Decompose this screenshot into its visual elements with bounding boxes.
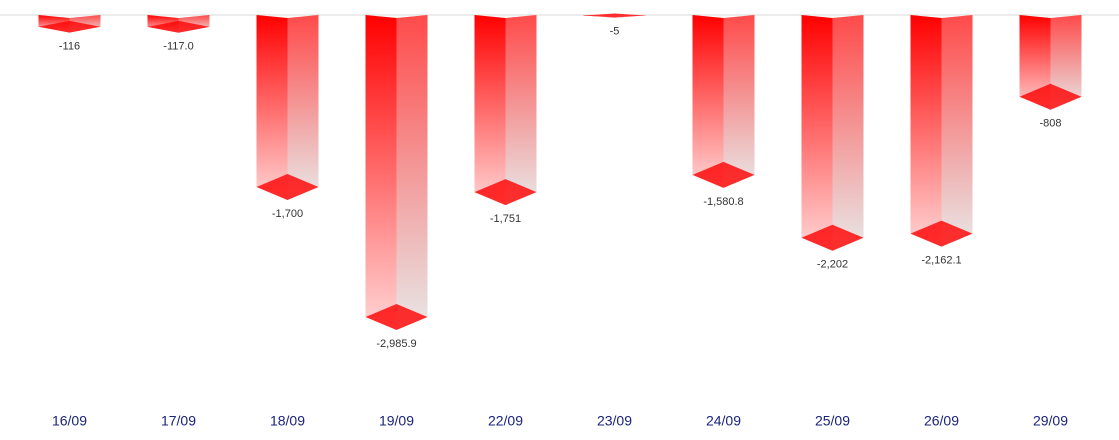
- bar-bottom: [801, 224, 864, 251]
- bar-bottom: [474, 179, 537, 206]
- bar: [801, 15, 864, 251]
- bar-front: [801, 15, 833, 251]
- bar: [38, 15, 101, 33]
- bar-bottom: [692, 161, 755, 188]
- bar-bottom: [147, 20, 210, 33]
- bar-bottom: [256, 173, 319, 200]
- bar: [910, 15, 973, 247]
- bar-front: [474, 15, 506, 206]
- bar: [474, 15, 537, 206]
- bar-side: [396, 15, 428, 331]
- x-tick-label: 16/09: [52, 413, 87, 429]
- x-tick-label: 25/09: [815, 413, 850, 429]
- bar-bottom: [365, 304, 428, 331]
- x-tick-label: 19/09: [379, 413, 414, 429]
- value-label: -5: [610, 25, 620, 37]
- bar-front: [256, 15, 288, 200]
- bar: [692, 15, 755, 188]
- bar-side: [832, 15, 864, 251]
- x-tick-label: 26/09: [924, 413, 959, 429]
- value-label: -2,162.1: [921, 255, 961, 267]
- value-label: -1,580.8: [703, 196, 743, 208]
- x-tick-label: 23/09: [597, 413, 632, 429]
- bar-side: [723, 15, 755, 188]
- bar-side: [287, 15, 319, 200]
- bar: [365, 15, 428, 331]
- x-tick-label: 17/09: [161, 413, 196, 429]
- x-tick-label: 24/09: [706, 413, 741, 429]
- bar-front: [692, 15, 724, 188]
- value-label: -116: [59, 41, 80, 53]
- bar-front: [910, 15, 942, 247]
- bar-bottom: [1019, 83, 1082, 110]
- value-label: -1,751: [490, 213, 521, 225]
- value-label: -2,985.9: [376, 338, 416, 350]
- x-tick-label: 22/09: [488, 413, 523, 429]
- bar-bottom: [38, 20, 101, 33]
- bar-side: [505, 15, 537, 206]
- bar: [1019, 15, 1082, 110]
- bar-bottom: [910, 220, 973, 247]
- value-label: -2,202: [817, 259, 848, 271]
- x-tick-label: 18/09: [270, 413, 305, 429]
- value-label: -808: [1039, 118, 1061, 130]
- bar: [583, 13, 646, 18]
- value-label: -1,700: [272, 208, 303, 220]
- bar-side: [941, 15, 973, 247]
- bar-side: [1050, 15, 1082, 110]
- bar-front: [1019, 15, 1051, 110]
- bar: [256, 15, 319, 200]
- bar-bottom: [583, 13, 646, 18]
- bar-front: [365, 15, 397, 331]
- bar: [147, 15, 210, 33]
- value-label: -117.0: [163, 41, 193, 53]
- x-tick-label: 29/09: [1033, 413, 1068, 429]
